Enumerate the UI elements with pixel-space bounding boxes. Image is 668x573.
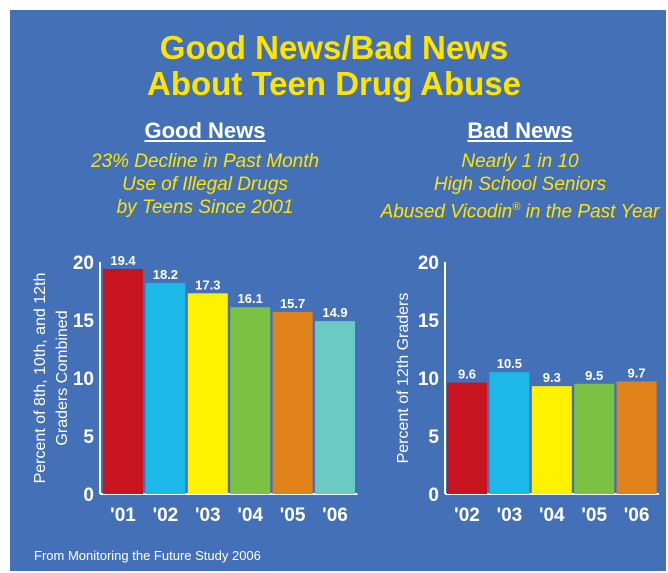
right-bar (531, 386, 572, 494)
left-y-tick-label: 15 (73, 311, 95, 332)
right-heading: Bad News (467, 118, 573, 143)
left-category-label: '03 (195, 505, 221, 526)
left-bar-value-label: 16.1 (238, 291, 263, 306)
left-y-axis-label: Graders Combined (54, 310, 71, 445)
left-y-tick-label: 5 (83, 427, 94, 448)
left-y-tick-label: 20 (73, 253, 94, 274)
left-heading: Good News (144, 118, 266, 143)
chart-title-line-2: About Teen Drug Abuse (147, 65, 521, 102)
left-bar (315, 321, 355, 494)
left-bar-value-label: 18.2 (153, 267, 178, 282)
left-y-tick-label: 10 (73, 369, 94, 390)
left-bar (272, 311, 313, 494)
left-bar-value-label: 15.7 (280, 296, 305, 311)
left-subtitle-3: by Teens Since 2001 (116, 197, 294, 218)
right-subtitle-2: High School Seniors (433, 174, 607, 195)
left-category-label: '01 (110, 505, 136, 526)
right-y-tick-label: 20 (418, 253, 439, 274)
right-y-tick-label: 5 (428, 427, 439, 448)
right-bar-value-label: 9.5 (585, 368, 603, 383)
left-bar-value-label: 19.4 (110, 253, 136, 268)
left-category-label: '06 (322, 505, 348, 526)
left-y-tick-label: 0 (83, 485, 94, 506)
right-y-tick-label: 10 (418, 369, 439, 390)
left-bar (187, 293, 228, 494)
left-subtitle-2: Use of Illegal Drugs (122, 174, 288, 195)
right-bar (616, 381, 657, 494)
left-category-label: '05 (280, 505, 306, 526)
right-bar-value-label: 9.3 (543, 370, 561, 385)
right-y-tick-label: 0 (428, 485, 439, 506)
left-bar-value-label: 17.3 (195, 277, 220, 292)
left-bar (103, 268, 143, 494)
right-category-label: '03 (497, 505, 523, 526)
right-subtitle-1: Nearly 1 in 10 (461, 151, 579, 172)
right-category-label: '06 (624, 505, 650, 526)
right-category-label: '04 (539, 505, 565, 526)
left-bar (145, 282, 186, 494)
right-bar (574, 383, 615, 494)
left-subtitle-1: 23% Decline in Past Month (90, 151, 320, 172)
left-y-axis-label: Percent of 8th, 10th, and 12th (32, 273, 49, 484)
left-bar (230, 307, 271, 494)
left-category-label: '02 (153, 505, 179, 526)
left-category-label: '04 (237, 505, 263, 526)
left-bar-value-label: 14.9 (322, 305, 347, 320)
chart-title-line-1: Good News/Bad News (159, 29, 509, 66)
right-bar-value-label: 10.5 (497, 356, 522, 371)
right-y-axis-label: Percent of 12th Graders (395, 293, 412, 464)
source-note: From Monitoring the Future Study 2006 (34, 548, 261, 563)
right-category-label: '02 (454, 505, 480, 526)
right-bar-value-label: 9.7 (628, 365, 646, 380)
right-bar (447, 382, 487, 494)
right-y-tick-label: 15 (418, 311, 440, 332)
right-subtitle-3: Abused Vicodin® in the Past Year (380, 201, 660, 223)
right-bar-value-label: 9.6 (458, 367, 476, 382)
right-bar (489, 372, 530, 494)
right-category-label: '05 (581, 505, 607, 526)
